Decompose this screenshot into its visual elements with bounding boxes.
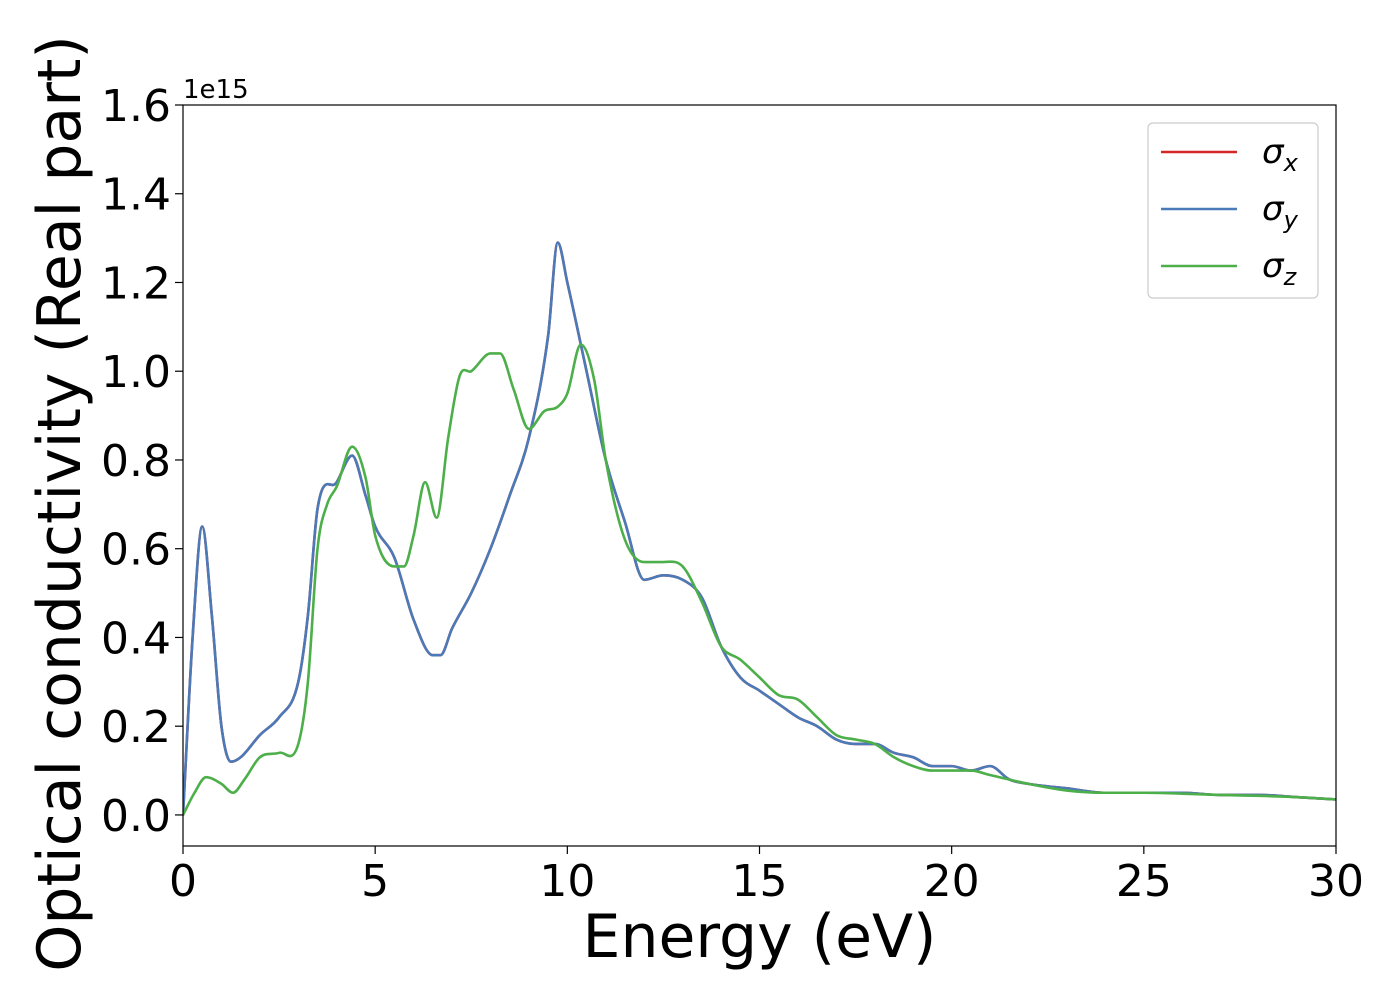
y-tick-label: 0.2 — [101, 702, 171, 753]
y-tick-label: 1.6 — [101, 81, 171, 132]
series-line-z — [183, 343, 1336, 817]
x-tick-label: 15 — [732, 856, 788, 907]
y-tick-label: 1.2 — [101, 258, 171, 309]
y-offset-text: 1e15 — [183, 75, 249, 105]
x-axis: 0 5 10 15 20 25 30 — [169, 846, 1364, 907]
x-axis-label: Energy (eV) — [583, 902, 937, 972]
y-tick-label: 1.0 — [101, 347, 171, 398]
x-tick-label: 10 — [539, 856, 595, 907]
legend-box — [1147, 122, 1319, 299]
x-tick-label: 30 — [1308, 856, 1364, 907]
y-tick-label: 1.4 — [101, 170, 171, 221]
y-tick-label: 0.6 — [101, 525, 171, 576]
plot-lines — [183, 241, 1336, 817]
series-line-y — [183, 241, 1336, 817]
y-axis: 0.0 0.2 0.4 0.6 0.8 1.0 1.2 1.4 1.6 — [101, 81, 183, 842]
x-tick-label: 5 — [361, 856, 389, 907]
y-tick-label: 0.8 — [101, 436, 171, 487]
y-tick-label: 0.4 — [101, 613, 171, 664]
series-line-x — [183, 241, 1336, 817]
x-tick-label: 20 — [924, 856, 980, 907]
y-tick-label: 0.0 — [101, 791, 171, 842]
x-tick-label: 25 — [1116, 856, 1172, 907]
y-axis-label: Optical conductivity (Real part) — [25, 35, 95, 972]
x-tick-label: 0 — [169, 856, 197, 907]
